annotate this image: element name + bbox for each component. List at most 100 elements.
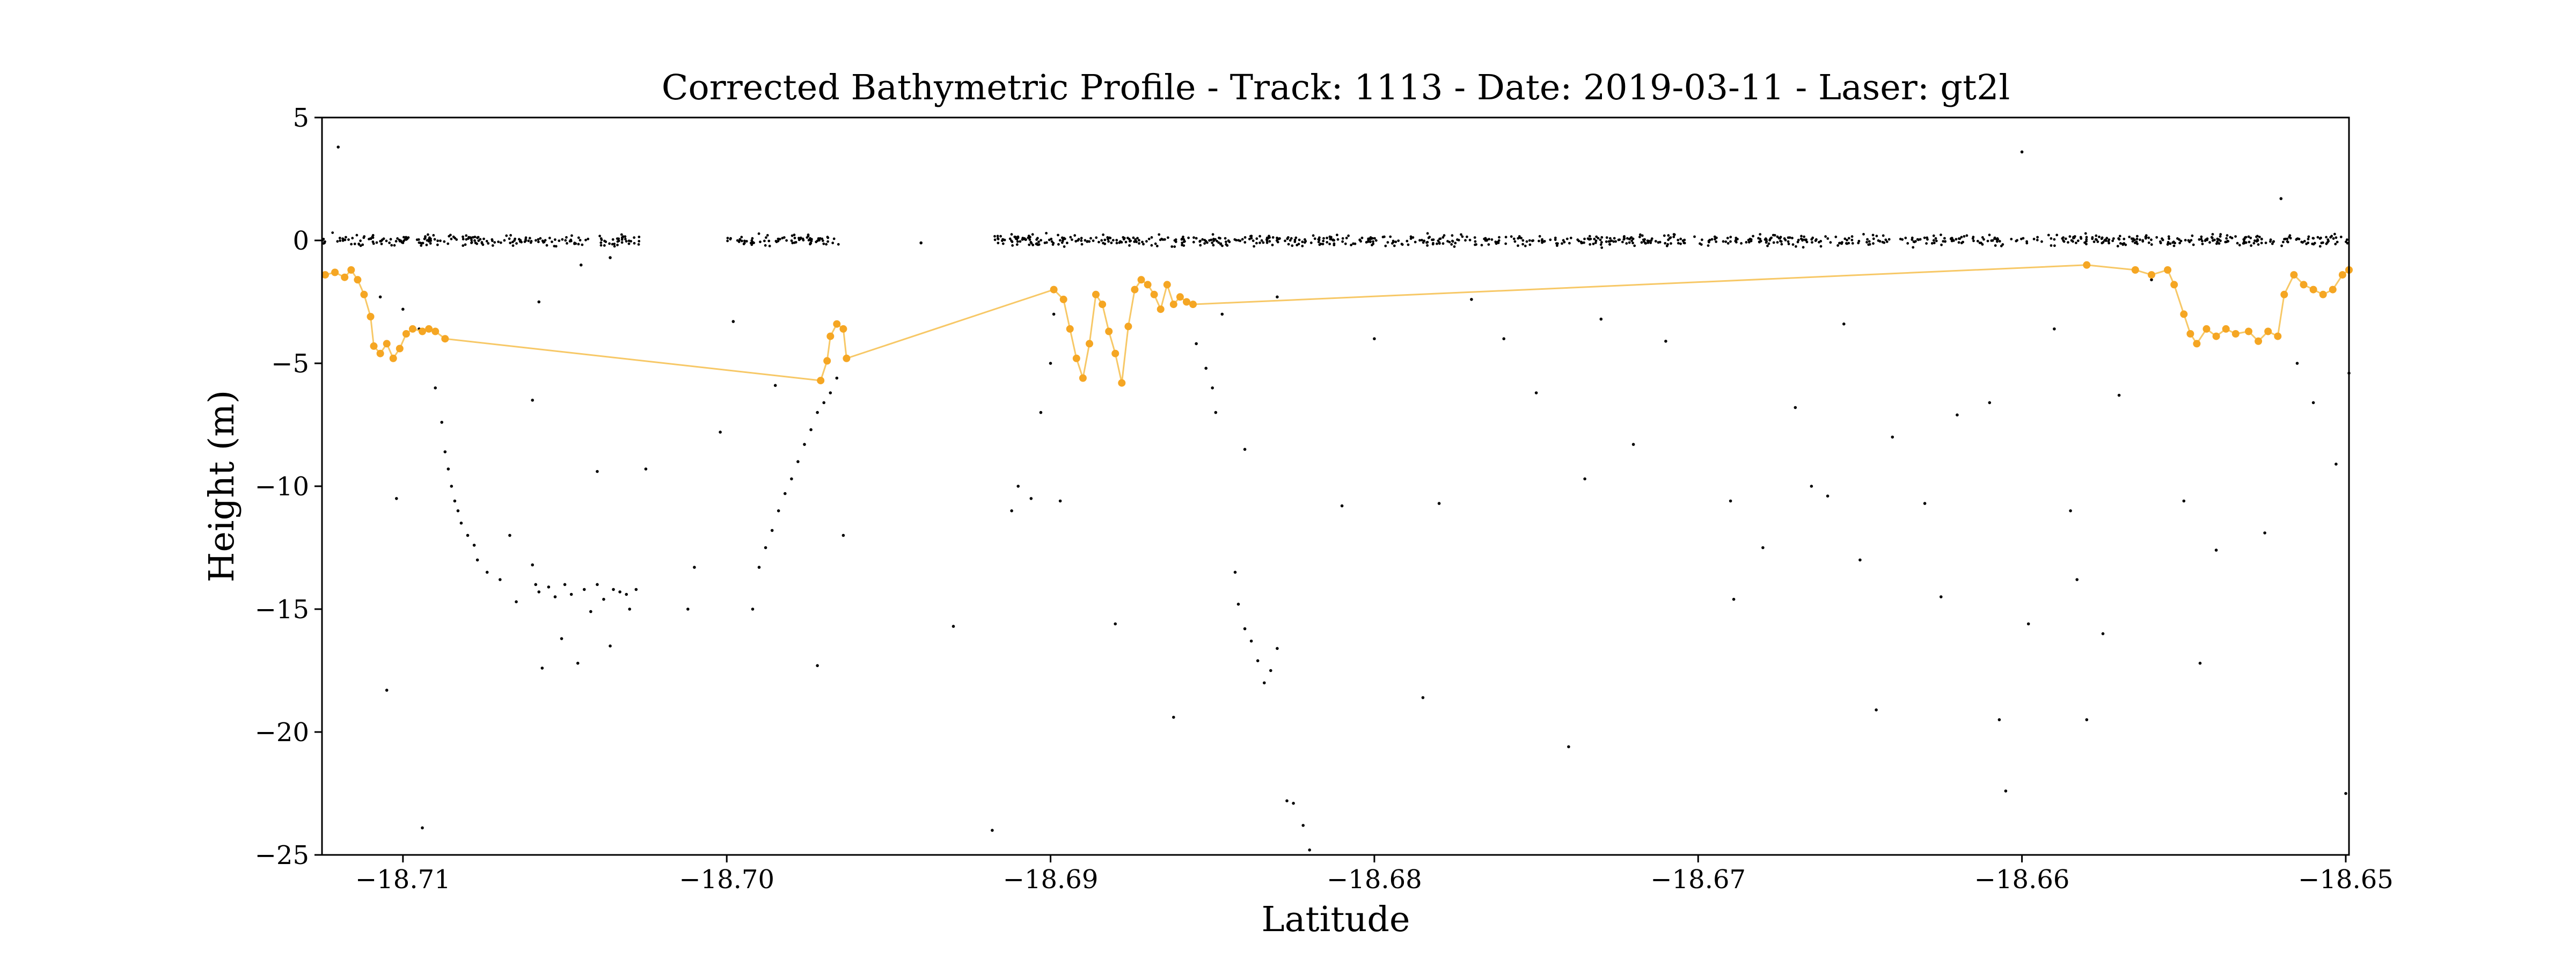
raw-photon-point [1460, 233, 1462, 236]
raw-photon-point [487, 242, 490, 245]
raw-photon-point [1374, 239, 1378, 242]
raw-photon-point [1673, 233, 1676, 236]
raw-photon-point [1265, 241, 1269, 244]
raw-photon-point [617, 237, 620, 240]
raw-photon-point [1664, 340, 1667, 343]
raw-photon-point [1239, 239, 1242, 243]
raw-photon-point [1759, 233, 1762, 236]
raw-photon-point [2333, 232, 2336, 236]
raw-photon-point [609, 644, 612, 648]
raw-photon-point [1062, 237, 1065, 240]
raw-photon-point [570, 234, 573, 237]
raw-photon-point [1810, 485, 1813, 488]
raw-photon-point [791, 241, 794, 245]
raw-photon-point [1136, 237, 1139, 240]
raw-photon-point [581, 243, 584, 246]
raw-photon-point [1451, 234, 1454, 237]
raw-photon-point [726, 239, 729, 243]
bathymetry-point [1137, 276, 1145, 284]
raw-photon-point [807, 233, 810, 236]
raw-photon-point [1791, 237, 1794, 239]
raw-photon-point [2247, 235, 2250, 238]
raw-photon-point [1657, 241, 1660, 244]
raw-photon-point [1039, 411, 1043, 414]
raw-photon-point [1243, 627, 1247, 631]
raw-photon-point [1049, 362, 1052, 365]
raw-photon-point [1341, 240, 1344, 243]
raw-photon-point [1341, 237, 1344, 240]
raw-photon-point [791, 234, 794, 237]
raw-photon-point [2313, 241, 2316, 245]
raw-photon-point [1132, 236, 1135, 239]
raw-photon-point [1780, 243, 1783, 246]
raw-photon-point [1613, 237, 1616, 240]
raw-photon-point [2211, 237, 2214, 239]
raw-photon-point [1384, 244, 1387, 247]
bathymetry-point [1131, 286, 1139, 294]
raw-photon-point [385, 689, 389, 692]
raw-photon-point [1016, 485, 1020, 488]
raw-photon-point [1313, 237, 1316, 240]
raw-photon-point [1181, 241, 1184, 244]
raw-photon-point [1872, 237, 1875, 240]
raw-photon-point [475, 558, 479, 562]
raw-photon-point [1069, 236, 1072, 239]
raw-photon-point [782, 236, 786, 239]
raw-photon-point [1074, 240, 1078, 243]
raw-photon-point [1373, 337, 1376, 340]
raw-photon-point [429, 239, 432, 242]
raw-photon-point [509, 241, 512, 245]
bathymetry-point [347, 266, 355, 274]
raw-photon-point [2201, 243, 2204, 245]
raw-photon-point [1437, 239, 1440, 242]
raw-photon-point [1933, 241, 1936, 245]
raw-photon-point [1016, 235, 1020, 238]
raw-photon-point [1480, 244, 1483, 247]
raw-photon-point [2243, 236, 2246, 239]
raw-photon-point [432, 234, 435, 237]
raw-photon-point [2128, 236, 2131, 238]
raw-photon-point [1138, 239, 1140, 242]
raw-photon-point [1912, 240, 1915, 243]
raw-photon-point [537, 238, 540, 241]
raw-photon-point [1224, 237, 1227, 240]
bathymetry-point [1099, 301, 1107, 309]
raw-photon-point [1141, 240, 1144, 244]
raw-photon-point [1962, 240, 1965, 244]
raw-photon-point [2346, 241, 2349, 245]
raw-photon-point [1943, 237, 1946, 240]
raw-photon-point [618, 590, 621, 594]
raw-photon-point [1583, 241, 1585, 244]
raw-photon-point [1496, 240, 1499, 244]
raw-photon-point [837, 243, 840, 246]
raw-photon-point [1940, 233, 1942, 236]
raw-photon-point [470, 238, 473, 241]
raw-photon-point [1732, 597, 1736, 601]
raw-photon-point [2101, 632, 2105, 635]
raw-photon-point [2216, 237, 2219, 240]
raw-photon-point [405, 238, 408, 241]
raw-photon-point [453, 499, 457, 503]
raw-photon-point [1787, 240, 1790, 243]
raw-photon-point [1218, 236, 1220, 239]
raw-photon-point [627, 239, 631, 243]
raw-photon-point [421, 826, 424, 830]
bathymetry-point [2186, 330, 2194, 338]
raw-photon-point [997, 238, 1000, 240]
raw-photon-point [1001, 242, 1005, 245]
raw-photon-point [1838, 241, 1841, 245]
raw-photon-point [1693, 235, 1696, 238]
raw-photon-point [1631, 237, 1635, 240]
raw-photon-point [1490, 238, 1494, 241]
raw-photon-point [2255, 240, 2258, 243]
raw-photon-point [693, 566, 696, 569]
raw-photon-point [1011, 244, 1014, 247]
raw-photon-point [1225, 240, 1227, 243]
raw-photon-point [2169, 242, 2172, 245]
raw-photon-point [726, 237, 729, 239]
raw-photon-point [766, 234, 769, 237]
raw-photon-point [1745, 241, 1748, 244]
raw-photon-point [2182, 499, 2186, 503]
raw-photon-point [1858, 558, 1862, 562]
